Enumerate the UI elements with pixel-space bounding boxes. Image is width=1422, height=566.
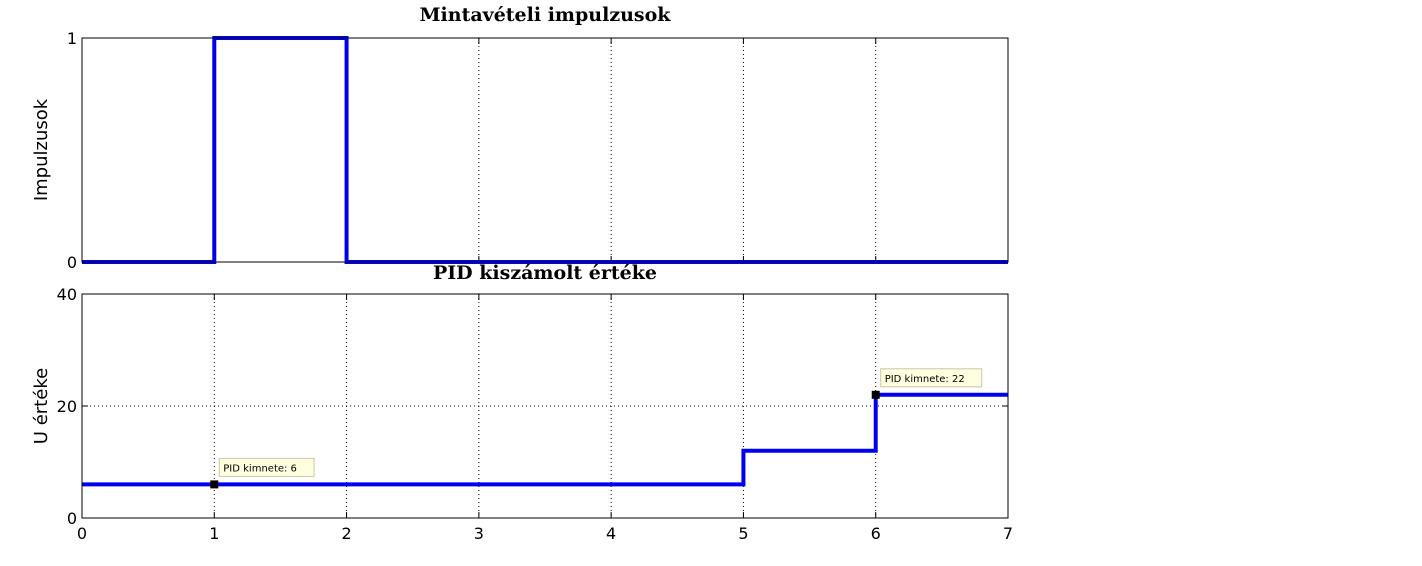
x-tick-label: 6 bbox=[871, 524, 881, 543]
series-line bbox=[82, 392, 1008, 487]
x-tick-label: 2 bbox=[341, 524, 351, 543]
datatip-box bbox=[218, 457, 315, 477]
x-tick-label: 4 bbox=[606, 524, 616, 543]
datatip-marker bbox=[871, 390, 880, 399]
datatip-label: PID kimnete: 22 bbox=[885, 374, 965, 385]
y-axis-label: Impulzusok bbox=[31, 98, 52, 201]
x-tick-label: 5 bbox=[738, 524, 748, 543]
chart-pid-output: 0 1 2 3 4 5 6 7 0 20 40 PID kiszámolt értéke U érték… bbox=[31, 262, 1013, 543]
y-axis-label: U értéke bbox=[31, 368, 52, 444]
x-tick-label: 7 bbox=[1003, 524, 1013, 543]
datatip-marker bbox=[210, 480, 219, 489]
y-tick-label: 0 bbox=[67, 253, 77, 272]
chart-title: PID kiszámolt értéke bbox=[433, 262, 657, 284]
x-tick-label: 3 bbox=[474, 524, 484, 543]
axes-border bbox=[81, 293, 1009, 519]
y-tick-label: 0 bbox=[67, 509, 77, 528]
datatip-box bbox=[880, 368, 983, 388]
x-tick-label: 1 bbox=[209, 524, 219, 543]
axes-box bbox=[81, 37, 1009, 263]
datatip-label: PID kimnete: 6 bbox=[223, 463, 297, 474]
chart-title: Mintavételi impulzusok bbox=[420, 4, 672, 26]
axes-border bbox=[81, 37, 1009, 263]
x-tick-label: 0 bbox=[77, 524, 87, 543]
chart-sampling-pulses: 0 1 Mintavételi impulzusok Impulzusok bbox=[31, 4, 1009, 272]
y-tick-label: 40 bbox=[57, 285, 77, 304]
y-tick-label: 20 bbox=[57, 397, 77, 416]
y-tick-label: 1 bbox=[67, 29, 77, 48]
